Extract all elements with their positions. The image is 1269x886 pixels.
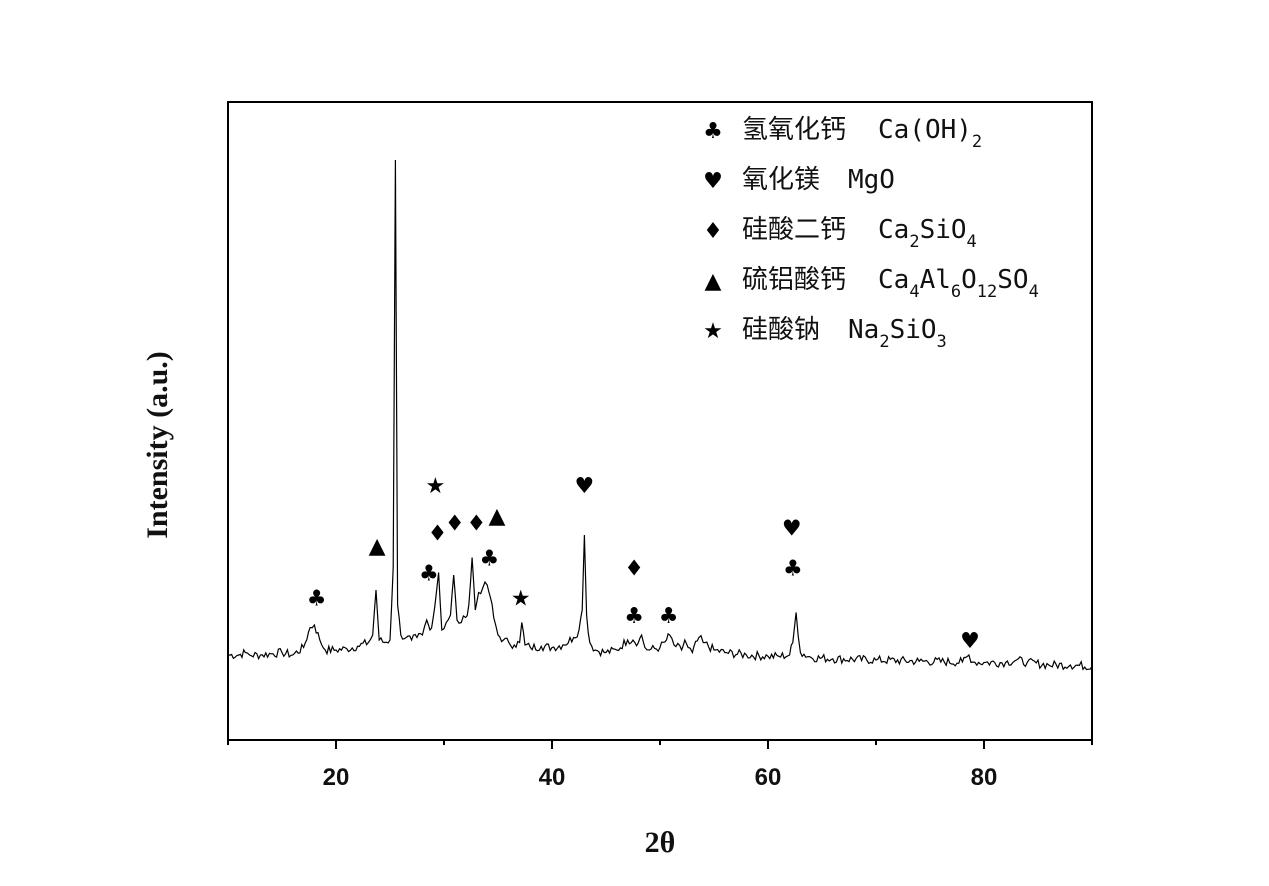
peak-marker: ♥	[575, 474, 595, 499]
legend: ♣ 氢氧化钙 Ca(OH)2 ♥ 氧化镁 MgO ♦ 硅酸二钙 Ca2SiO4 ▲ 硫铝酸钙 Ca4A…	[703, 115, 1039, 352]
peak-marker: ♦	[445, 512, 465, 537]
y-axis-title: Intensity (a.u.)	[141, 351, 174, 539]
peak-marker: ▲	[488, 504, 505, 529]
legend-formula: Na2SiO3	[848, 315, 947, 352]
legend-symbol: ♦	[703, 219, 723, 244]
legend-symbol: ★	[703, 319, 723, 344]
peak-markers: ♣▲♣★♦♦ ♦♣▲★♥♦♣ ♣♥♣♥	[307, 474, 980, 654]
legend-name: 氧化镁	[742, 165, 820, 195]
peak-marker: ♦	[428, 522, 448, 547]
peak-marker: ♣	[783, 557, 803, 582]
legend-symbol: ▲	[705, 269, 722, 294]
x-axis-title: 2θ	[645, 826, 676, 859]
legend-symbol: ♥	[703, 169, 723, 194]
peak-marker: ♣	[419, 562, 439, 587]
legend-name: 硫铝酸钙	[742, 265, 846, 295]
peak-marker: ♦	[624, 557, 644, 582]
xrd-pattern-line	[227, 159, 1093, 671]
x-tick-label: 80	[971, 764, 998, 791]
peak-marker: ♣	[307, 587, 327, 612]
peak-marker: ♦	[467, 512, 487, 537]
peak-marker: ★	[425, 474, 445, 499]
legend-formula: Ca4Al6O12SO4	[878, 265, 1039, 302]
peak-marker: ♣	[624, 604, 644, 629]
peak-marker: ♥	[782, 517, 802, 542]
peak-marker: ♣	[659, 604, 679, 629]
peak-marker: ♥	[960, 629, 980, 654]
legend-formula: MgO	[848, 165, 895, 195]
x-tick-label: 40	[539, 764, 566, 791]
x-tick-label: 60	[755, 764, 782, 791]
x-axis-ticks: 20 40 60 80	[227, 740, 1093, 791]
legend-formula: Ca2SiO4	[878, 215, 977, 252]
peak-marker: ♣	[479, 547, 499, 572]
legend-name: 硅酸二钙	[742, 215, 846, 245]
legend-symbol: ♣	[703, 119, 723, 144]
legend-name: 硅酸钠	[742, 315, 820, 345]
legend-name: 氢氧化钙	[742, 115, 846, 145]
peak-marker: ★	[511, 587, 531, 612]
x-tick-label: 20	[323, 764, 350, 791]
series-layer	[227, 159, 1093, 671]
peak-marker: ▲	[369, 534, 386, 559]
legend-formula: Ca(OH)2	[878, 115, 982, 152]
